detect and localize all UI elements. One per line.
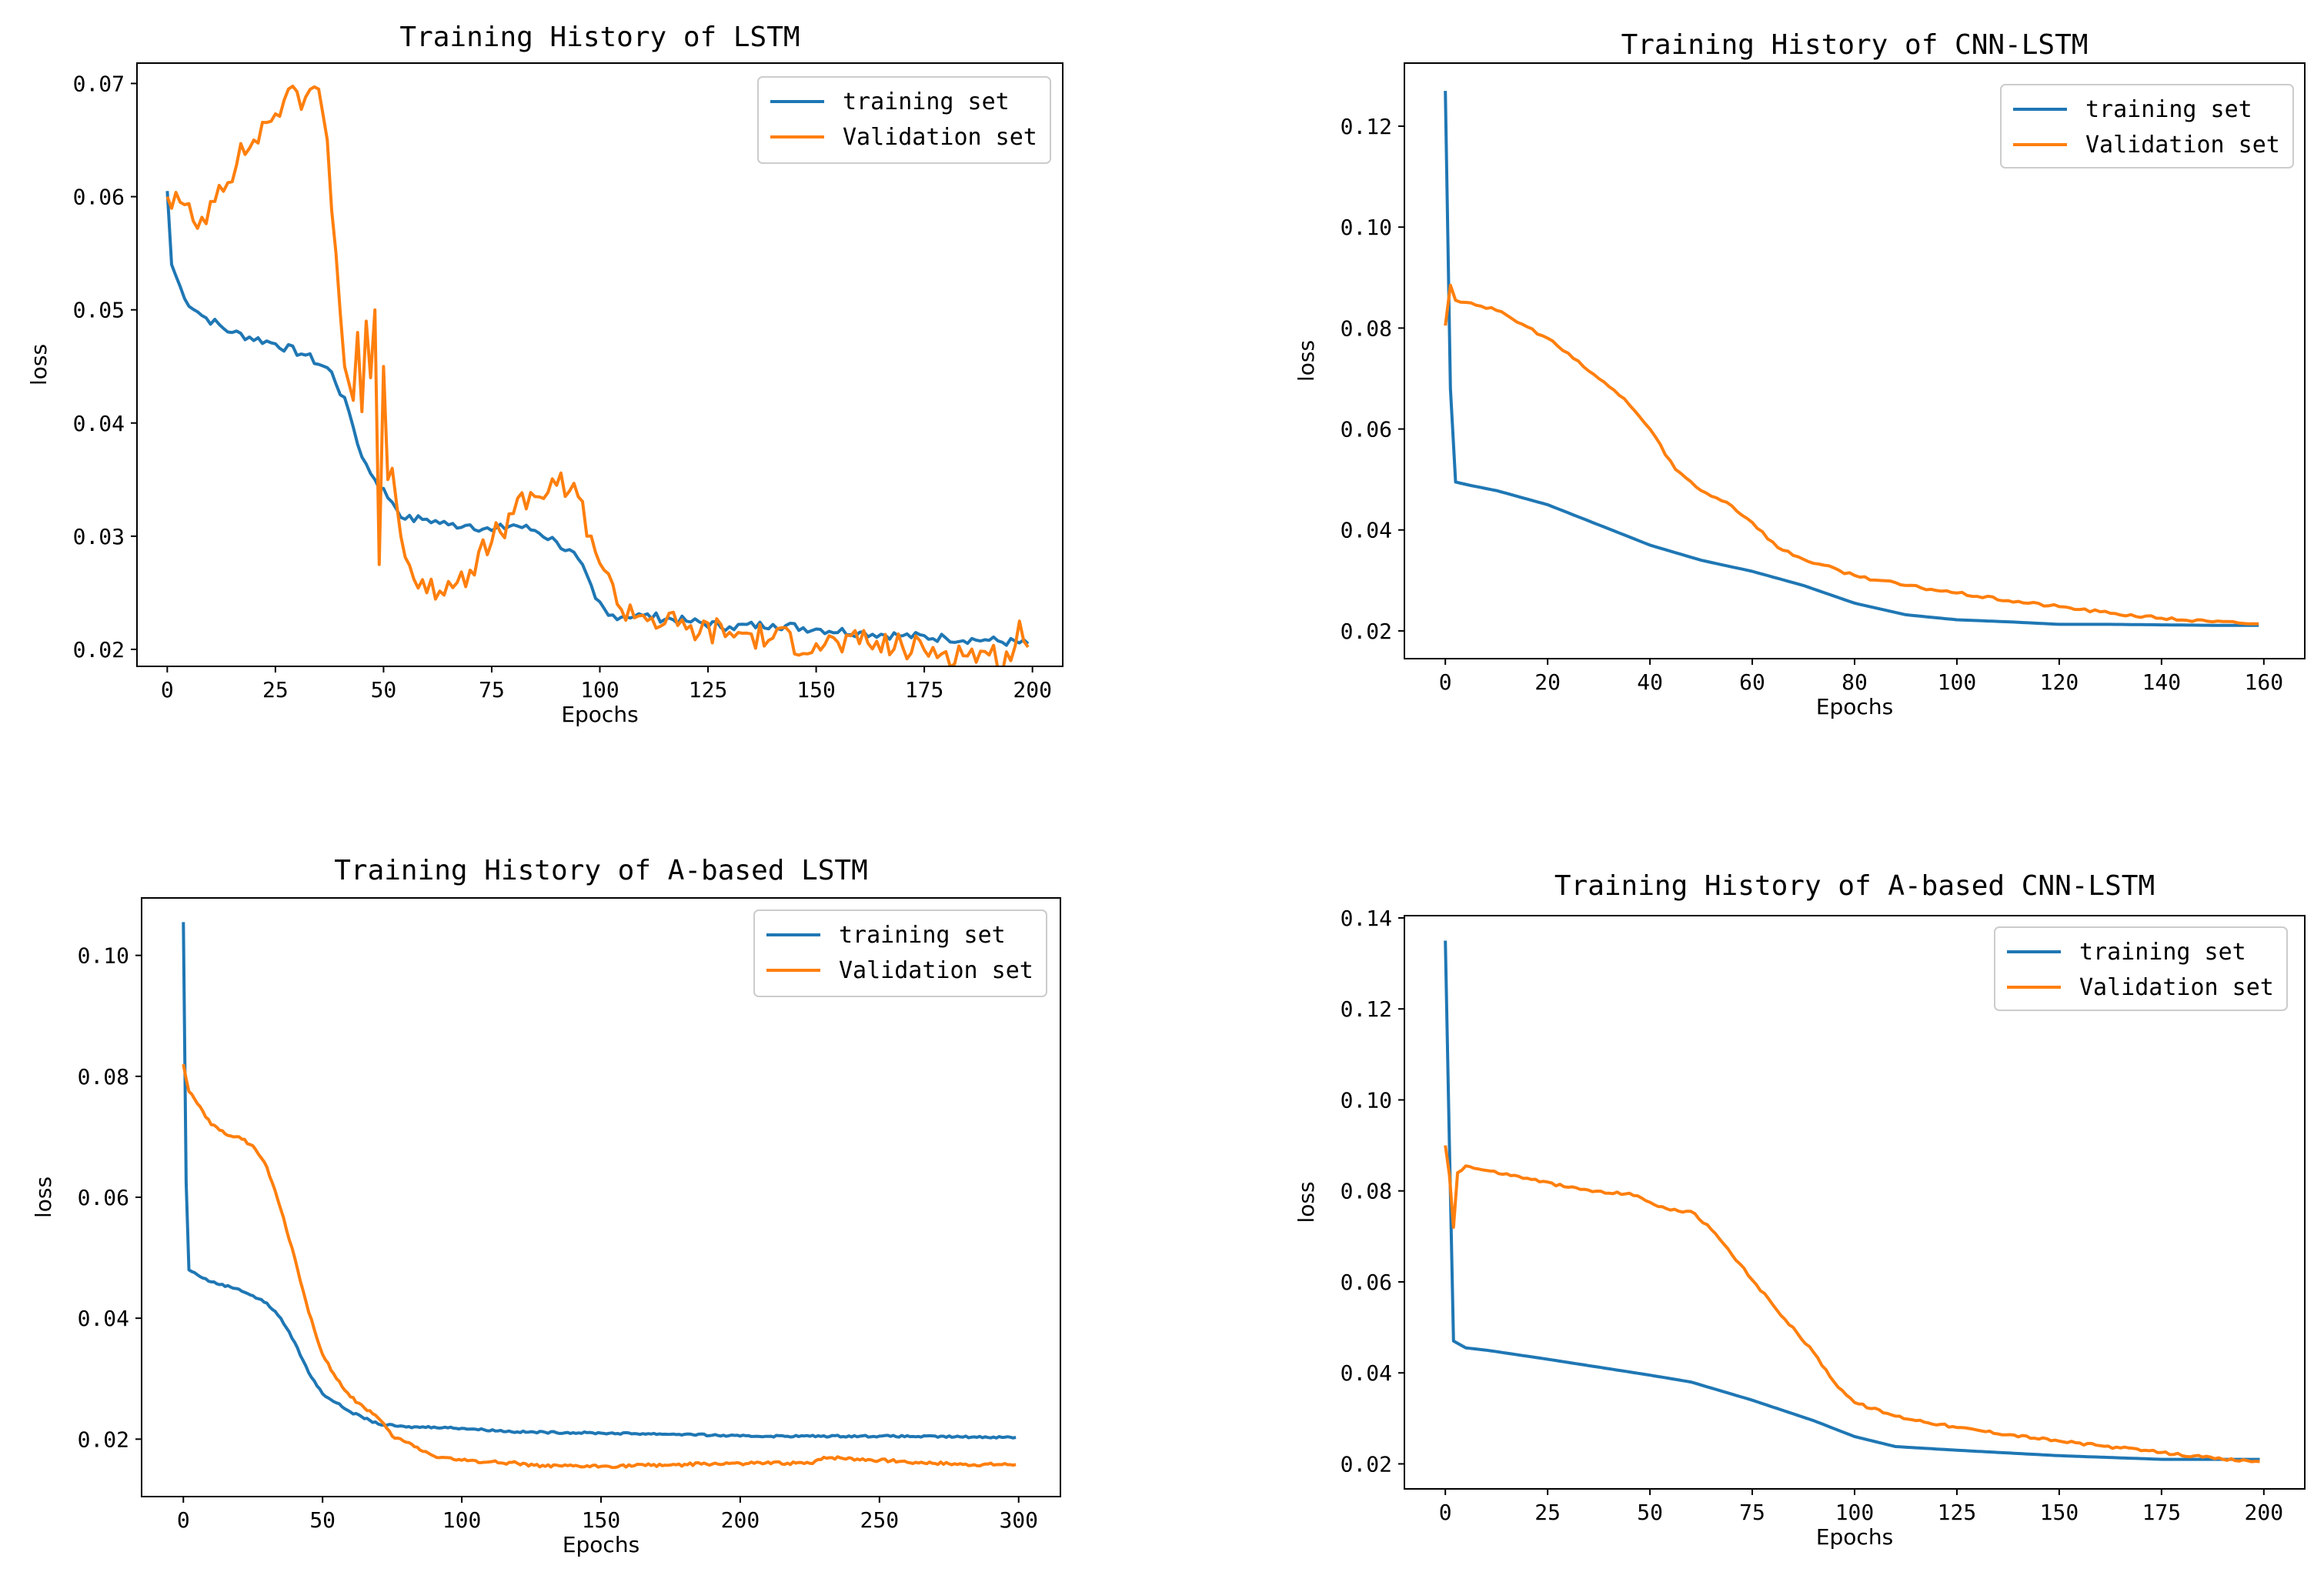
x-tick-label: 100 bbox=[580, 677, 619, 703]
y-tick-label: 0.04 bbox=[78, 1306, 129, 1331]
y-tick-label: 0.06 bbox=[1341, 417, 1392, 442]
x-tick-label: 80 bbox=[1842, 669, 1868, 695]
x-tick-label: 75 bbox=[1739, 1500, 1765, 1525]
legend: training set Validation set bbox=[753, 909, 1047, 997]
y-tick-label: 0.04 bbox=[1341, 1360, 1392, 1386]
y-tick-label: 0.02 bbox=[1341, 619, 1392, 644]
x-tick-label: 25 bbox=[1534, 1500, 1561, 1525]
legend-label-validation: Validation set bbox=[2085, 132, 2280, 159]
x-tick-label: 125 bbox=[689, 677, 728, 703]
series-line-training bbox=[165, 191, 1030, 647]
y-tick-label: 0.02 bbox=[78, 1427, 129, 1452]
x-tick-label: 125 bbox=[1938, 1500, 1977, 1525]
x-tick-label: 50 bbox=[309, 1507, 336, 1533]
x-tick-label: 50 bbox=[371, 677, 397, 703]
legend-box bbox=[757, 76, 1051, 164]
chart-title: Training History of A-based LSTM bbox=[334, 855, 868, 886]
legend-box bbox=[753, 909, 1047, 997]
x-tick-label: 100 bbox=[1938, 669, 1977, 695]
x-tick-label: 0 bbox=[177, 1507, 190, 1533]
legend-label-validation: Validation set bbox=[843, 124, 1037, 151]
x-tick-label: 100 bbox=[442, 1507, 482, 1533]
y-tick-label: 0.06 bbox=[78, 1185, 129, 1210]
x-tick-label: 175 bbox=[905, 677, 944, 703]
y-tick-label: 0.10 bbox=[78, 943, 129, 969]
x-tick-label: 200 bbox=[2245, 1500, 2284, 1525]
x-tick-label: 50 bbox=[1637, 1500, 1663, 1525]
x-tick-label: 175 bbox=[2142, 1500, 2182, 1525]
chart-panel-4: Training History of A-based CNN-LSTM 0 25 5… bbox=[1294, 870, 2306, 1550]
y-tick-label: 0.14 bbox=[1341, 906, 1392, 931]
y-tick-label: 0.06 bbox=[1341, 1270, 1392, 1295]
y-tick-label: 0.10 bbox=[1341, 215, 1392, 240]
chart-panel-3: Training History of A-based LSTM 0 50 100 15… bbox=[31, 855, 1061, 1557]
series-line-validation bbox=[1444, 1145, 2260, 1464]
chart-title: Training History of LSTM bbox=[399, 22, 800, 53]
x-tick-label: 300 bbox=[999, 1507, 1038, 1533]
x-tick-label: 75 bbox=[479, 677, 505, 703]
y-tick-label: 0.03 bbox=[73, 524, 125, 549]
y-tick-label: 0.05 bbox=[73, 298, 125, 323]
y-axis-label: loss bbox=[1294, 340, 1319, 382]
legend: training set Validation set bbox=[757, 76, 1051, 164]
series-line-validation bbox=[1444, 283, 2259, 626]
legend-box bbox=[2000, 84, 2294, 169]
legend: training set Validation set bbox=[1994, 926, 2288, 1011]
y-tick-label: 0.08 bbox=[78, 1064, 129, 1090]
y-tick-label: 0.07 bbox=[73, 71, 125, 96]
x-tick-label: 0 bbox=[1439, 669, 1452, 695]
x-tick-label: 0 bbox=[161, 677, 174, 703]
y-axis-label: loss bbox=[26, 344, 52, 385]
y-tick-label: 0.08 bbox=[1341, 315, 1392, 341]
x-tick-label: 160 bbox=[2245, 669, 2284, 695]
y-tick-label: 0.04 bbox=[73, 411, 125, 436]
x-tick-label: 250 bbox=[860, 1507, 900, 1533]
x-axis-label: Epochs bbox=[563, 1532, 639, 1557]
y-axis-label: loss bbox=[1294, 1181, 1319, 1223]
chart-title: Training History of A-based CNN-LSTM bbox=[1554, 870, 2155, 902]
x-axis-label: Epochs bbox=[1816, 694, 1893, 719]
x-tick-label: 40 bbox=[1637, 669, 1663, 695]
x-tick-label: 150 bbox=[2040, 1500, 2079, 1525]
legend-label-training: training set bbox=[2085, 96, 2252, 123]
x-axis-label: Epochs bbox=[561, 702, 638, 727]
x-tick-label: 25 bbox=[262, 677, 289, 703]
legend-label-validation: Validation set bbox=[2079, 974, 2274, 1001]
legend-box bbox=[1994, 926, 2288, 1011]
y-tick-label: 0.12 bbox=[1341, 996, 1392, 1022]
x-tick-label: 0 bbox=[1439, 1500, 1452, 1525]
series-line-training bbox=[182, 922, 1017, 1440]
x-tick-label: 120 bbox=[2040, 669, 2079, 695]
x-tick-label: 150 bbox=[582, 1507, 621, 1533]
chart-panel-2: Training History of CNN-LSTM 0 20 40 60 80 100… bbox=[1294, 29, 2306, 719]
x-tick-label: 140 bbox=[2142, 669, 2182, 695]
y-tick-label: 0.12 bbox=[1341, 114, 1392, 139]
chart-title: Training History of CNN-LSTM bbox=[1621, 29, 2089, 61]
series-line-training bbox=[1444, 91, 2259, 627]
legend-label-training: training set bbox=[2079, 939, 2246, 966]
x-tick-label: 200 bbox=[1013, 677, 1052, 703]
x-tick-label: 100 bbox=[1835, 1500, 1875, 1525]
legend: training set Validation set bbox=[2000, 84, 2294, 169]
x-axis-label: Epochs bbox=[1816, 1524, 1893, 1550]
y-tick-label: 0.10 bbox=[1341, 1087, 1392, 1113]
legend-label-training: training set bbox=[839, 922, 1006, 949]
series-line-validation bbox=[165, 85, 1030, 666]
legend-label-training: training set bbox=[843, 88, 1010, 115]
series-line-validation bbox=[182, 1063, 1017, 1470]
chart-panel-1: Training History of LSTM 0 25 50 75 100 125 150… bbox=[26, 22, 1063, 727]
legend-label-validation: Validation set bbox=[839, 957, 1033, 984]
y-tick-label: 0.02 bbox=[1341, 1451, 1392, 1477]
y-tick-label: 0.02 bbox=[73, 637, 125, 663]
y-tick-label: 0.06 bbox=[73, 185, 125, 210]
y-tick-label: 0.08 bbox=[1341, 1179, 1392, 1204]
x-tick-label: 200 bbox=[721, 1507, 760, 1533]
y-tick-label: 0.04 bbox=[1341, 518, 1392, 543]
x-tick-label: 150 bbox=[796, 677, 836, 703]
series-line-training bbox=[1444, 940, 2260, 1461]
x-tick-label: 60 bbox=[1739, 669, 1765, 695]
x-tick-label: 20 bbox=[1534, 669, 1561, 695]
y-axis-label: loss bbox=[31, 1176, 56, 1218]
